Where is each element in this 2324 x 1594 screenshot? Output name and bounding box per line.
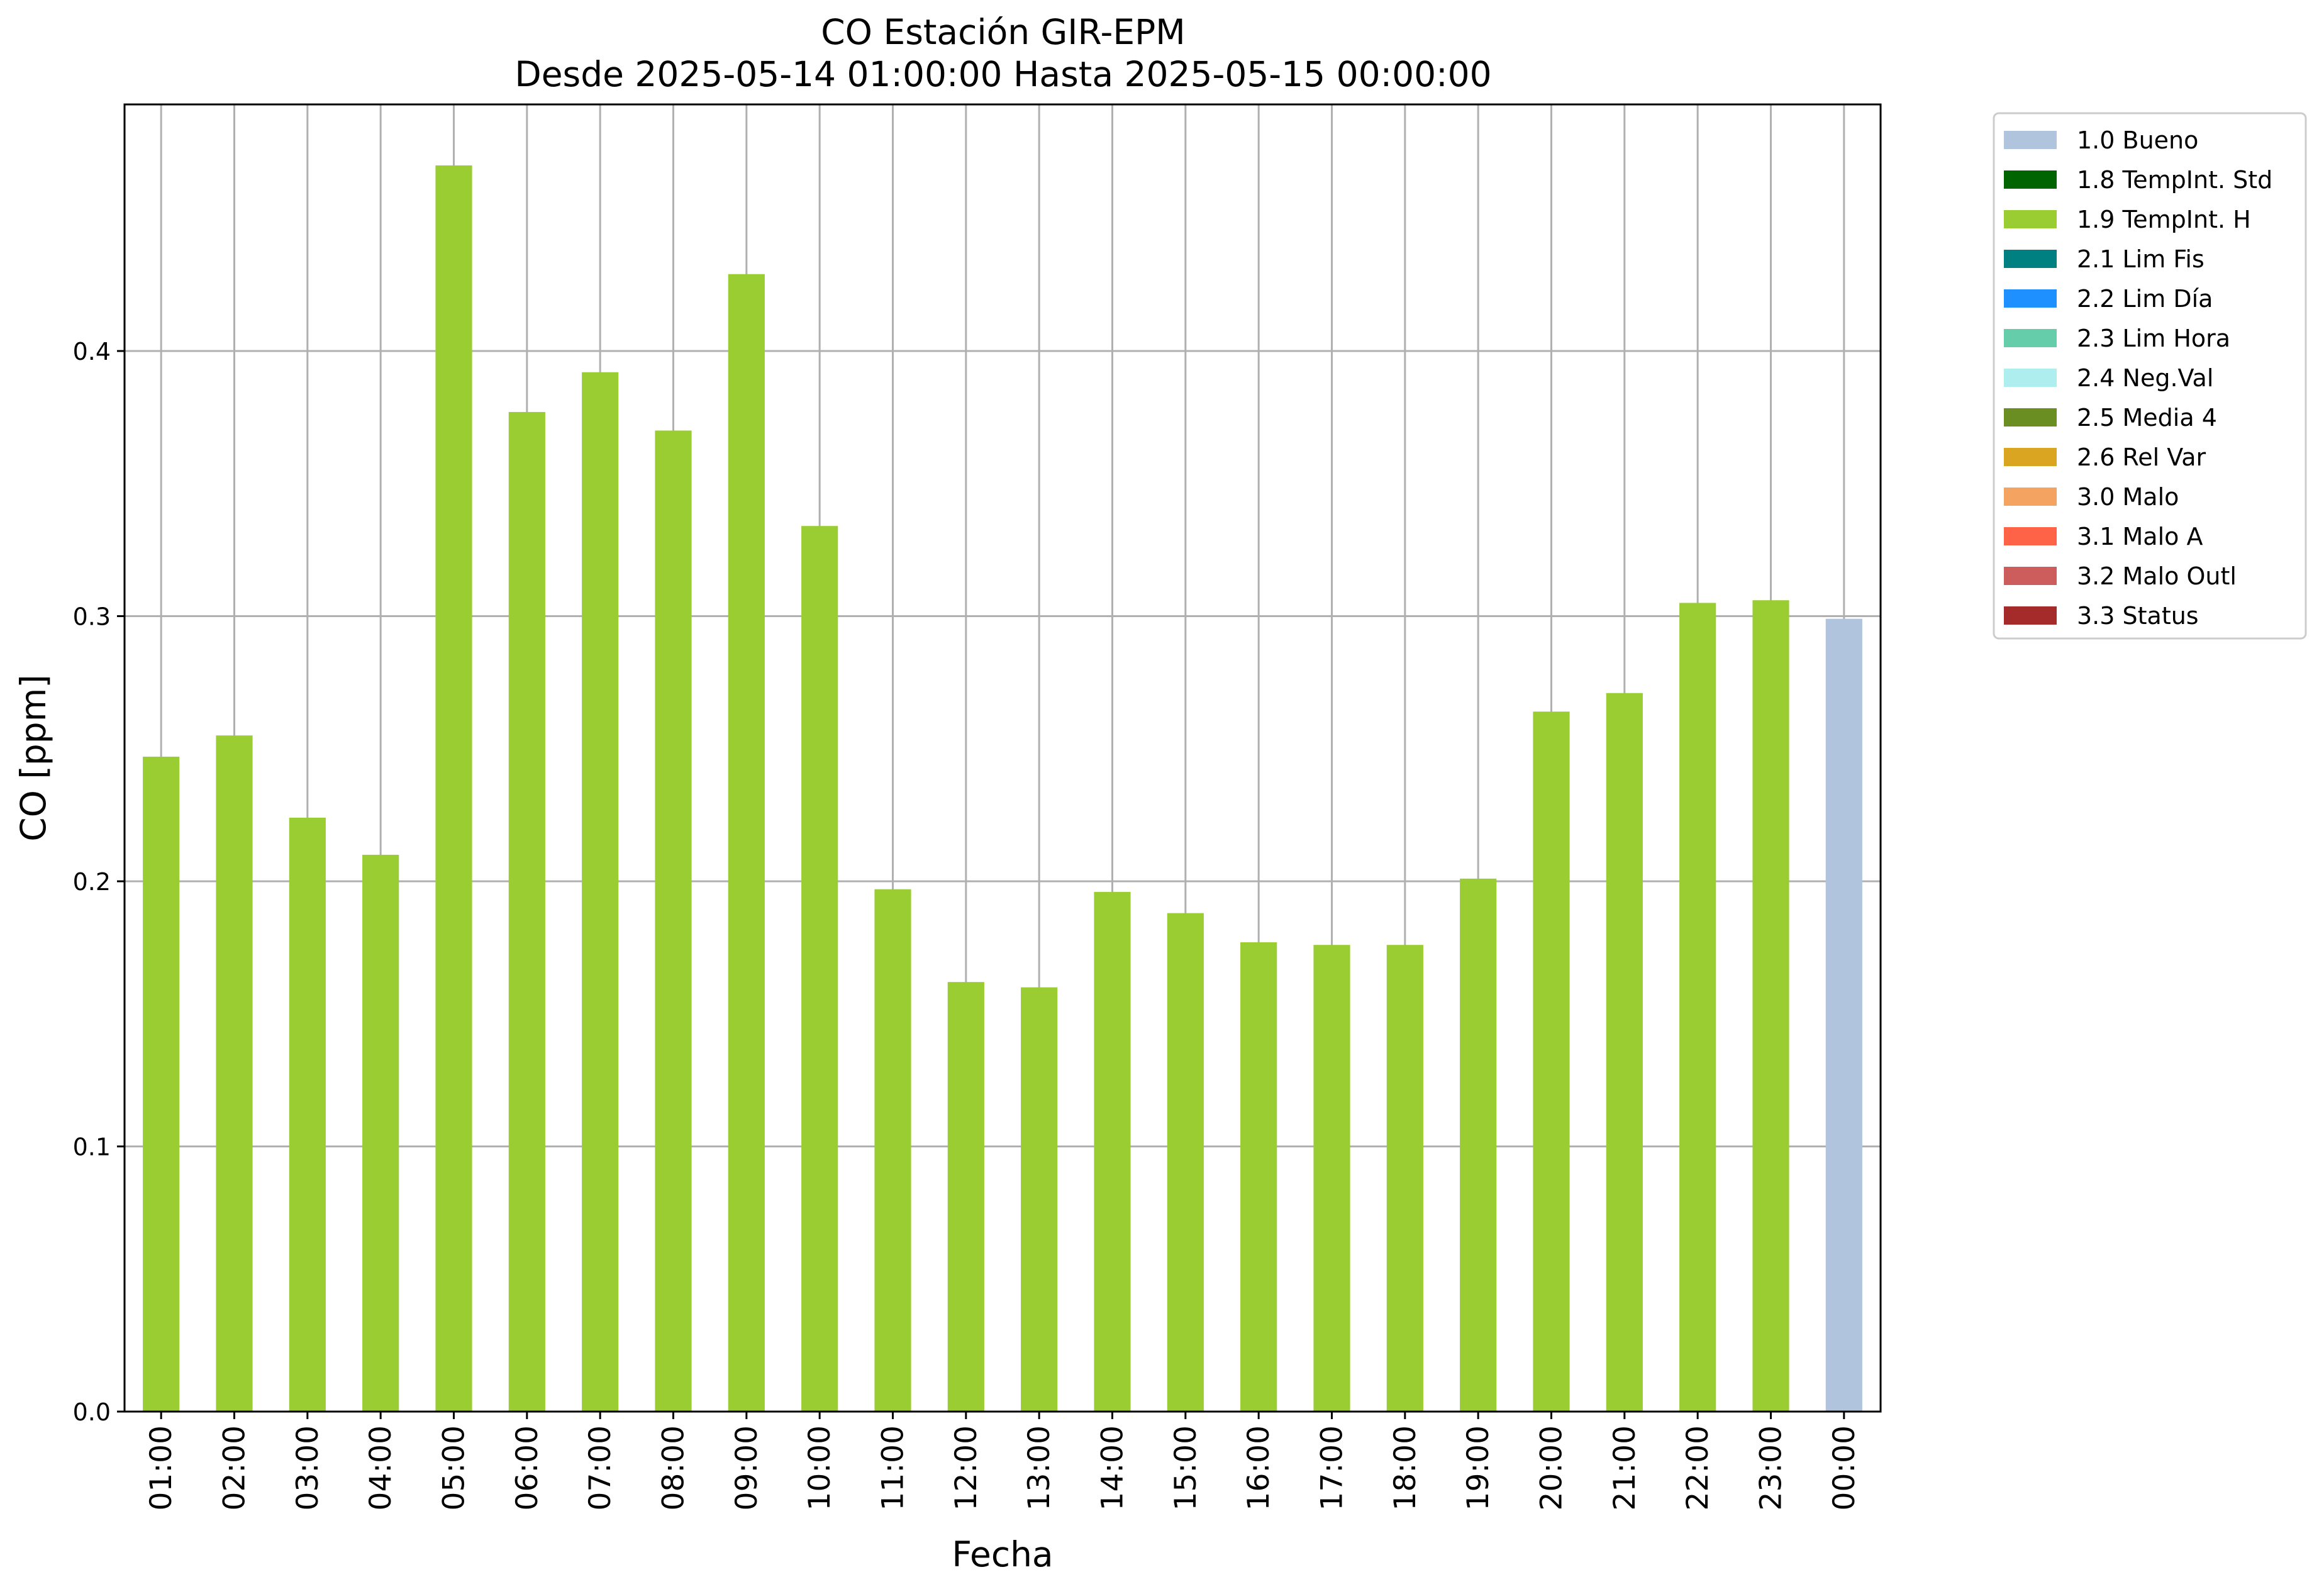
bar-00:00 [1825, 618, 1862, 1412]
legend-swatch [2004, 606, 2057, 625]
x-tick-label: 07:00 [583, 1425, 618, 1510]
legend-frame [1993, 112, 2307, 640]
legend-swatch [2004, 329, 2057, 347]
legend-label: 3.3 Status [2077, 602, 2199, 630]
plot-frame [123, 103, 1882, 1413]
bar-01:00 [143, 756, 180, 1412]
y-axis: 0.0 0.1 0.2 0.3 0.4 [73, 338, 125, 1426]
y-axis-label: CO [ppm] [13, 674, 53, 842]
legend-swatch [2004, 567, 2057, 585]
legend-label: 3.1 Malo A [2077, 523, 2203, 550]
x-tick-label: 09:00 [730, 1425, 764, 1510]
bar-22:00 [1679, 603, 1716, 1412]
bar-06:00 [508, 411, 545, 1412]
bar-09:00 [728, 274, 765, 1412]
y-tick-label: 0.0 [73, 1398, 111, 1426]
bar-10:00 [801, 526, 838, 1412]
x-tick-label: 17:00 [1315, 1425, 1350, 1510]
bar-03:00 [289, 817, 326, 1412]
x-tick-label: 12:00 [949, 1425, 984, 1510]
x-tick-label: 18:00 [1388, 1425, 1423, 1510]
legend-swatch [2004, 170, 2057, 189]
bar-05:00 [435, 165, 472, 1412]
x-tick-label: 23:00 [1754, 1425, 1789, 1510]
legend-label: 1.9 TempInt. H [2077, 206, 2251, 233]
x-tick-label: 15:00 [1169, 1425, 1203, 1510]
x-tick-label: 13:00 [1022, 1425, 1057, 1510]
x-tick-label: 05:00 [437, 1425, 472, 1510]
y-tick-label: 0.4 [73, 338, 111, 365]
legend: 1.0 Bueno 1.8 TempInt. Std 1.9 TempInt. H 2… [1993, 112, 2307, 640]
y-tick-label: 0.3 [73, 603, 111, 630]
x-tick-label: 19:00 [1461, 1425, 1496, 1510]
x-tick-label: 16:00 [1242, 1425, 1276, 1510]
bar-13:00 [1021, 987, 1058, 1412]
bar-23:00 [1752, 600, 1789, 1412]
x-tick-label: 03:00 [291, 1425, 325, 1510]
x-tick-label: 08:00 [657, 1425, 691, 1510]
y-tick-label: 0.2 [73, 868, 111, 896]
bar-14:00 [1094, 891, 1131, 1412]
chart-title: CO Estación GIR-EPM [821, 12, 1185, 52]
legend-label: 1.0 Bueno [2077, 126, 2198, 154]
legend-swatch [2004, 448, 2057, 466]
x-axis: 01:00 02:00 03:00 04:00 05:00 06:00 07:00 08:00… [144, 1412, 1862, 1510]
x-tick-label: 02:00 [218, 1425, 252, 1510]
legend-label: 2.6 Rel Var [2077, 443, 2206, 471]
bar-17:00 [1313, 945, 1350, 1412]
legend-label: 3.0 Malo [2077, 483, 2179, 511]
x-tick-label: 04:00 [364, 1425, 398, 1510]
legend-swatch [2004, 527, 2057, 545]
x-tick-label: 01:00 [144, 1425, 179, 1510]
x-tick-label: 11:00 [876, 1425, 911, 1510]
legend-label: 1.8 TempInt. Std [2077, 166, 2272, 194]
legend-label: 2.4 Neg.Val [2077, 364, 2213, 392]
bar-04:00 [362, 854, 399, 1412]
legend-label: 2.5 Media 4 [2077, 404, 2217, 432]
legend-label: 2.2 Lim Día [2077, 285, 2213, 313]
chart-subtitle: Desde 2025-05-14 01:00:00 Hasta 2025-05-… [514, 54, 1491, 94]
x-tick-label: 21:00 [1608, 1425, 1642, 1510]
legend-label: 2.3 Lim Hora [2077, 325, 2230, 352]
bar-21:00 [1606, 693, 1643, 1412]
x-tick-label: 10:00 [803, 1425, 837, 1510]
legend-swatch [2004, 369, 2057, 387]
x-tick-label: 06:00 [510, 1425, 545, 1510]
legend-swatch [2004, 210, 2057, 228]
legend-label: 3.2 Malo Outl [2077, 562, 2237, 590]
legend-label: 2.1 Lim Fis [2077, 245, 2204, 273]
bar-20:00 [1533, 711, 1570, 1412]
x-tick-label: 00:00 [1827, 1425, 1862, 1510]
y-tick-label: 0.1 [73, 1133, 111, 1161]
bar-07:00 [582, 372, 619, 1412]
bars [143, 165, 1862, 1412]
x-tick-label: 20:00 [1535, 1425, 1569, 1510]
legend-swatch [2004, 131, 2057, 149]
bar-12:00 [947, 982, 984, 1412]
bar-19:00 [1460, 878, 1497, 1412]
legend-swatch [2004, 250, 2057, 268]
legend-swatch [2004, 488, 2057, 506]
bar-11:00 [874, 889, 911, 1412]
bar-02:00 [216, 735, 253, 1412]
x-tick-label: 22:00 [1681, 1425, 1715, 1510]
legend-swatch [2004, 408, 2057, 426]
bar-18:00 [1386, 945, 1423, 1412]
legend-swatch [2004, 289, 2057, 308]
bar-15:00 [1167, 913, 1204, 1412]
bar-08:00 [655, 430, 692, 1412]
x-axis-label: Fecha [952, 1534, 1053, 1574]
x-tick-label: 14:00 [1096, 1425, 1130, 1510]
bar-16:00 [1240, 942, 1277, 1412]
